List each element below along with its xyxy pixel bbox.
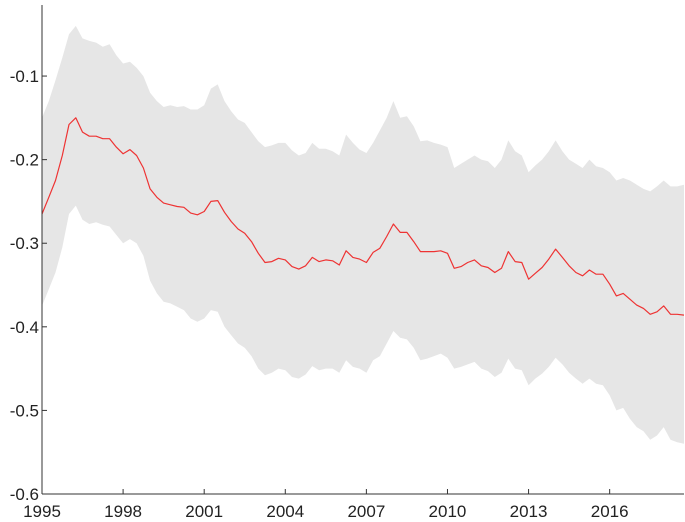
x-tick-label: 2010 <box>429 502 467 521</box>
x-tick-label: 1995 <box>23 502 61 521</box>
y-ticks: -0.1 -0.2 -0.3 -0.4 -0.5 -0.6 <box>10 67 47 504</box>
x-tick-label: 2007 <box>347 502 385 521</box>
x-tick-label: 2004 <box>266 502 304 521</box>
series-line <box>41 117 685 316</box>
x-ticks: 1995 1998 2001 2004 2007 2010 2013 2016 <box>23 489 629 521</box>
y-tick-label: -0.4 <box>10 318 39 337</box>
y-tick-label: -0.2 <box>10 151 39 170</box>
x-tick-label: 2001 <box>185 502 223 521</box>
x-tick-label: 1998 <box>104 502 142 521</box>
x-tick-label: 2016 <box>591 502 629 521</box>
x-tick-label: 2013 <box>510 502 548 521</box>
confidence-band <box>42 25 684 444</box>
y-tick-label: -0.1 <box>10 67 39 86</box>
confidence-band-layer <box>42 25 684 444</box>
axes <box>41 5 684 495</box>
y-tick-label: -0.6 <box>10 485 39 504</box>
y-tick-label: -0.5 <box>10 401 39 420</box>
series-line-layer <box>41 117 685 316</box>
y-tick-label: -0.3 <box>10 234 39 253</box>
